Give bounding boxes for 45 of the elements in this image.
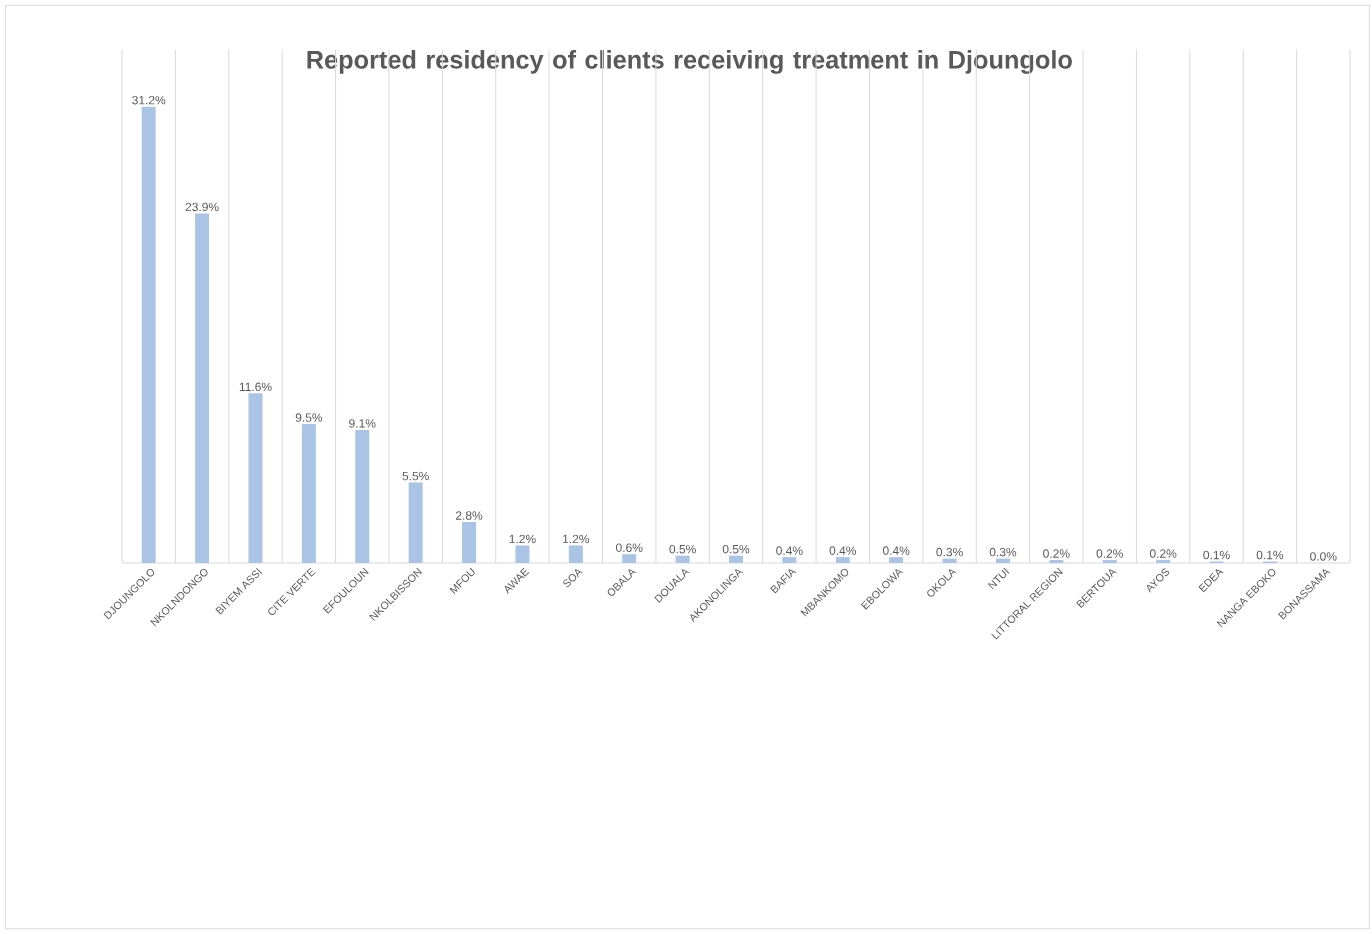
bar (995, 558, 1010, 563)
x-tick-label: SOA (563, 569, 583, 588)
data-label: 5.5% (402, 471, 429, 481)
data-label: 0.4% (829, 546, 857, 555)
chart-title: Reported residency of clients receiving treatment in Djoungolo (307, 50, 1072, 74)
data-label: 0.6% (616, 543, 643, 552)
data-label: 0.1% (1256, 550, 1284, 560)
data-label: 1.2% (509, 534, 536, 544)
data-label: 2.8% (455, 511, 483, 520)
bar (462, 522, 477, 563)
data-label: 0.5% (722, 544, 750, 554)
data-label: 0.1% (1203, 550, 1230, 560)
bar (1102, 560, 1117, 563)
bar (141, 106, 156, 563)
bar (1049, 560, 1064, 563)
bar (675, 555, 690, 563)
bar (835, 557, 850, 563)
bar (355, 429, 370, 563)
bar (942, 558, 957, 563)
data-label: 9.5% (295, 413, 323, 422)
bar (889, 557, 904, 563)
data-label: 0.3% (989, 547, 1017, 557)
data-label: 23.9% (185, 202, 219, 212)
bar (782, 557, 797, 563)
data-label: 0.3% (936, 547, 963, 557)
data-label: 0.4% (882, 546, 910, 555)
data-label: 0.2% (1149, 549, 1177, 558)
bar (515, 545, 530, 563)
bar (1156, 560, 1171, 563)
data-label: 31.2% (132, 95, 166, 105)
data-label: 0.2% (1043, 549, 1070, 558)
data-label: 11.6% (239, 382, 272, 392)
bar (568, 545, 583, 563)
bar (248, 393, 263, 563)
data-label: 0.0% (1310, 552, 1337, 561)
data-label: 9.1% (349, 419, 376, 428)
data-label: 0.4% (776, 546, 803, 555)
data-label: 0.5% (669, 544, 696, 554)
bar (195, 213, 210, 563)
bar (622, 554, 637, 563)
bar (729, 555, 743, 563)
data-label: 1.2% (563, 534, 590, 544)
bar (301, 424, 316, 563)
bar (408, 482, 423, 563)
data-label: 0.2% (1096, 549, 1123, 558)
